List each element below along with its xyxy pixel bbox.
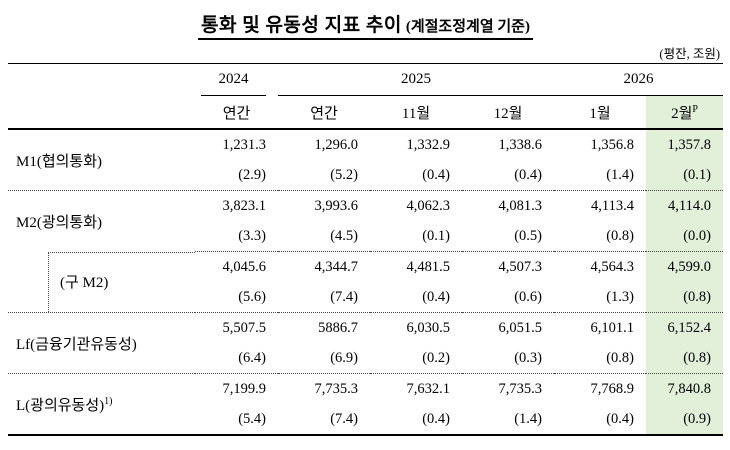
growth-cell: (0.4) bbox=[514, 166, 542, 183]
value-cell: 4,113.4 bbox=[554, 190, 646, 221]
growth-cell: (0.4) bbox=[422, 166, 450, 183]
row-label-m2: M2(광의통화) bbox=[8, 190, 195, 252]
year-header-2024: 2024 bbox=[195, 64, 278, 96]
growth-cell: (0.2) bbox=[422, 349, 450, 366]
growth-cell: (5.2) bbox=[330, 166, 358, 183]
table-row-old-m2-growth: (5.6) (7.4) (0.4) (0.6) (1.3) (0.8) bbox=[8, 282, 723, 313]
value-cell: 7,768.9 bbox=[554, 373, 646, 404]
page-title: 통화 및 유동성 지표 추이 (계절조정계열 기준) bbox=[198, 10, 533, 40]
growth-cell: (5.6) bbox=[238, 288, 266, 305]
table-row-lf-growth: (6.4) (6.9) (0.2) (0.3) (0.8) (0.8) bbox=[8, 343, 723, 374]
year-header-2026: 2026 bbox=[554, 64, 723, 96]
growth-cell: (6.4) bbox=[238, 349, 266, 366]
table-row-l-growth: (5.4) (7.4) (0.4) (1.4) (0.4) (0.9) bbox=[8, 404, 723, 435]
row-label-l: L(광의유동성)1) bbox=[8, 373, 195, 435]
corner-cell bbox=[8, 64, 195, 96]
value-cell: 1,338.6 bbox=[498, 136, 543, 153]
table-row-m1-values: M1(협의통화) 1,231.3 1,296.0 1,332.9 1,338.6… bbox=[8, 129, 723, 170]
growth-cell: (0.8) bbox=[646, 343, 723, 374]
growth-cell: (6.9) bbox=[330, 349, 358, 366]
growth-cell: (0.5) bbox=[514, 227, 542, 244]
value-cell: 7,735.3 bbox=[278, 373, 370, 404]
growth-cell: (3.3) bbox=[238, 227, 266, 244]
table-row-m2-growth: (3.3) (4.5) (0.1) (0.5) (0.8) (0.0) bbox=[8, 221, 723, 252]
value-cell: 4,081.3 bbox=[462, 190, 554, 221]
growth-cell: (0.1) bbox=[646, 160, 723, 191]
growth-cell: (7.4) bbox=[330, 288, 358, 305]
growth-cell: (0.4) bbox=[422, 410, 450, 427]
growth-cell: (0.3) bbox=[514, 349, 542, 366]
year-header-row: 2024 2025 2026 bbox=[8, 64, 723, 96]
growth-cell: (0.6) bbox=[514, 288, 542, 305]
value-cell: 1,357.8 bbox=[646, 129, 723, 160]
value-cell: 1,231.3 bbox=[222, 136, 267, 153]
growth-cell: (1.4) bbox=[514, 410, 542, 427]
table-row-old-m2-values: (구 M2) 4,045.6 4,344.7 4,481.5 4,507.3 4… bbox=[8, 251, 723, 312]
value-cell: 5,507.5 bbox=[195, 312, 278, 343]
col-header-2024-annual: 연간 bbox=[195, 96, 278, 130]
growth-cell: (1.3) bbox=[606, 288, 634, 305]
col-header-dec: 12월 bbox=[462, 96, 554, 130]
corner-cell bbox=[8, 96, 195, 130]
growth-cell: (4.5) bbox=[330, 227, 358, 244]
growth-cell: (7.4) bbox=[330, 410, 358, 427]
value-cell: 6,152.4 bbox=[646, 312, 723, 343]
growth-cell: (0.0) bbox=[646, 221, 723, 252]
value-cell: 4,481.5 bbox=[370, 251, 462, 282]
growth-cell: (0.1) bbox=[422, 227, 450, 244]
footnotes: 주 : 1) L(광의유동성)은 말잔 기준 2) ( )내는 계절조정계열 전… bbox=[28, 440, 723, 450]
growth-cell: (2.9) bbox=[238, 166, 266, 183]
growth-cell: (5.4) bbox=[238, 410, 266, 427]
value-cell: 3,823.1 bbox=[195, 190, 278, 221]
unit-label: (평잔, 조원) bbox=[8, 43, 723, 64]
value-cell: 5886.7 bbox=[278, 312, 370, 343]
row-label-old-m2: (구 M2) bbox=[8, 251, 195, 313]
table-row-l-values: L(광의유동성)1) 7,199.9 7,735.3 7,632.1 7,735… bbox=[8, 373, 723, 435]
value-cell: 7,632.1 bbox=[370, 373, 462, 404]
table-row-m1-growth: (2.9) (5.2) (0.4) (0.4) (1.4) (0.1) bbox=[8, 160, 723, 191]
col-header-nov: 11월 bbox=[370, 96, 462, 130]
value-cell: 4,344.7 bbox=[278, 251, 370, 282]
row-label-m1: M1(협의통화) bbox=[16, 153, 103, 170]
value-cell: 6,101.1 bbox=[554, 312, 646, 343]
value-cell: 4,114.0 bbox=[646, 190, 723, 221]
col-header-2025-annual: 연간 bbox=[278, 96, 370, 130]
period-header-row: 연간 연간 11월 12월 1월 2월P bbox=[8, 96, 723, 130]
growth-cell: (0.8) bbox=[606, 227, 634, 244]
growth-cell: (1.4) bbox=[606, 166, 634, 183]
growth-cell: (0.4) bbox=[422, 288, 450, 305]
value-cell: 1,356.8 bbox=[590, 136, 635, 153]
value-cell: 4,045.6 bbox=[195, 251, 278, 282]
value-cell: 4,599.0 bbox=[646, 251, 723, 282]
value-cell: 4,507.3 bbox=[462, 251, 554, 282]
page-title-main: 통화 및 유동성 지표 추이 bbox=[201, 15, 402, 36]
table-row-lf-values: Lf(금융기관유동성) 5,507.5 5886.7 6,030.5 6,051… bbox=[8, 312, 723, 374]
value-cell: 7,840.8 bbox=[646, 373, 723, 404]
growth-cell: (0.4) bbox=[606, 410, 634, 427]
value-cell: 4,062.3 bbox=[370, 190, 462, 221]
year-header-2025: 2025 bbox=[278, 64, 554, 96]
row-label-lf: Lf(금융기관유동성) bbox=[8, 312, 195, 374]
col-header-feb-preliminary: 2월P bbox=[646, 96, 723, 130]
footnote-superscript: 1) bbox=[104, 395, 113, 407]
monetary-liquidity-table: 2024 2025 2026 연간 연간 11월 12월 1월 2월P M1(협… bbox=[8, 64, 723, 436]
growth-cell: (0.8) bbox=[606, 349, 634, 366]
growth-cell: (0.8) bbox=[646, 282, 723, 313]
value-cell: 6,051.5 bbox=[462, 312, 554, 343]
table-row-m2-values: M2(광의통화) 3,823.1 3,993.6 4,062.3 4,081.3… bbox=[8, 190, 723, 252]
value-cell: 6,030.5 bbox=[370, 312, 462, 343]
value-cell: 3,993.6 bbox=[278, 190, 370, 221]
preliminary-superscript: P bbox=[692, 103, 698, 115]
col-header-jan: 1월 bbox=[554, 96, 646, 130]
value-cell: 1,332.9 bbox=[406, 136, 451, 153]
page-title-sub: (계절조정계열 기준) bbox=[405, 19, 530, 35]
value-cell: 7,735.3 bbox=[462, 373, 554, 404]
value-cell: 4,564.3 bbox=[554, 251, 646, 282]
value-cell: 1,296.0 bbox=[314, 136, 359, 153]
value-cell: 7,199.9 bbox=[195, 373, 278, 404]
growth-cell: (0.9) bbox=[646, 404, 723, 435]
